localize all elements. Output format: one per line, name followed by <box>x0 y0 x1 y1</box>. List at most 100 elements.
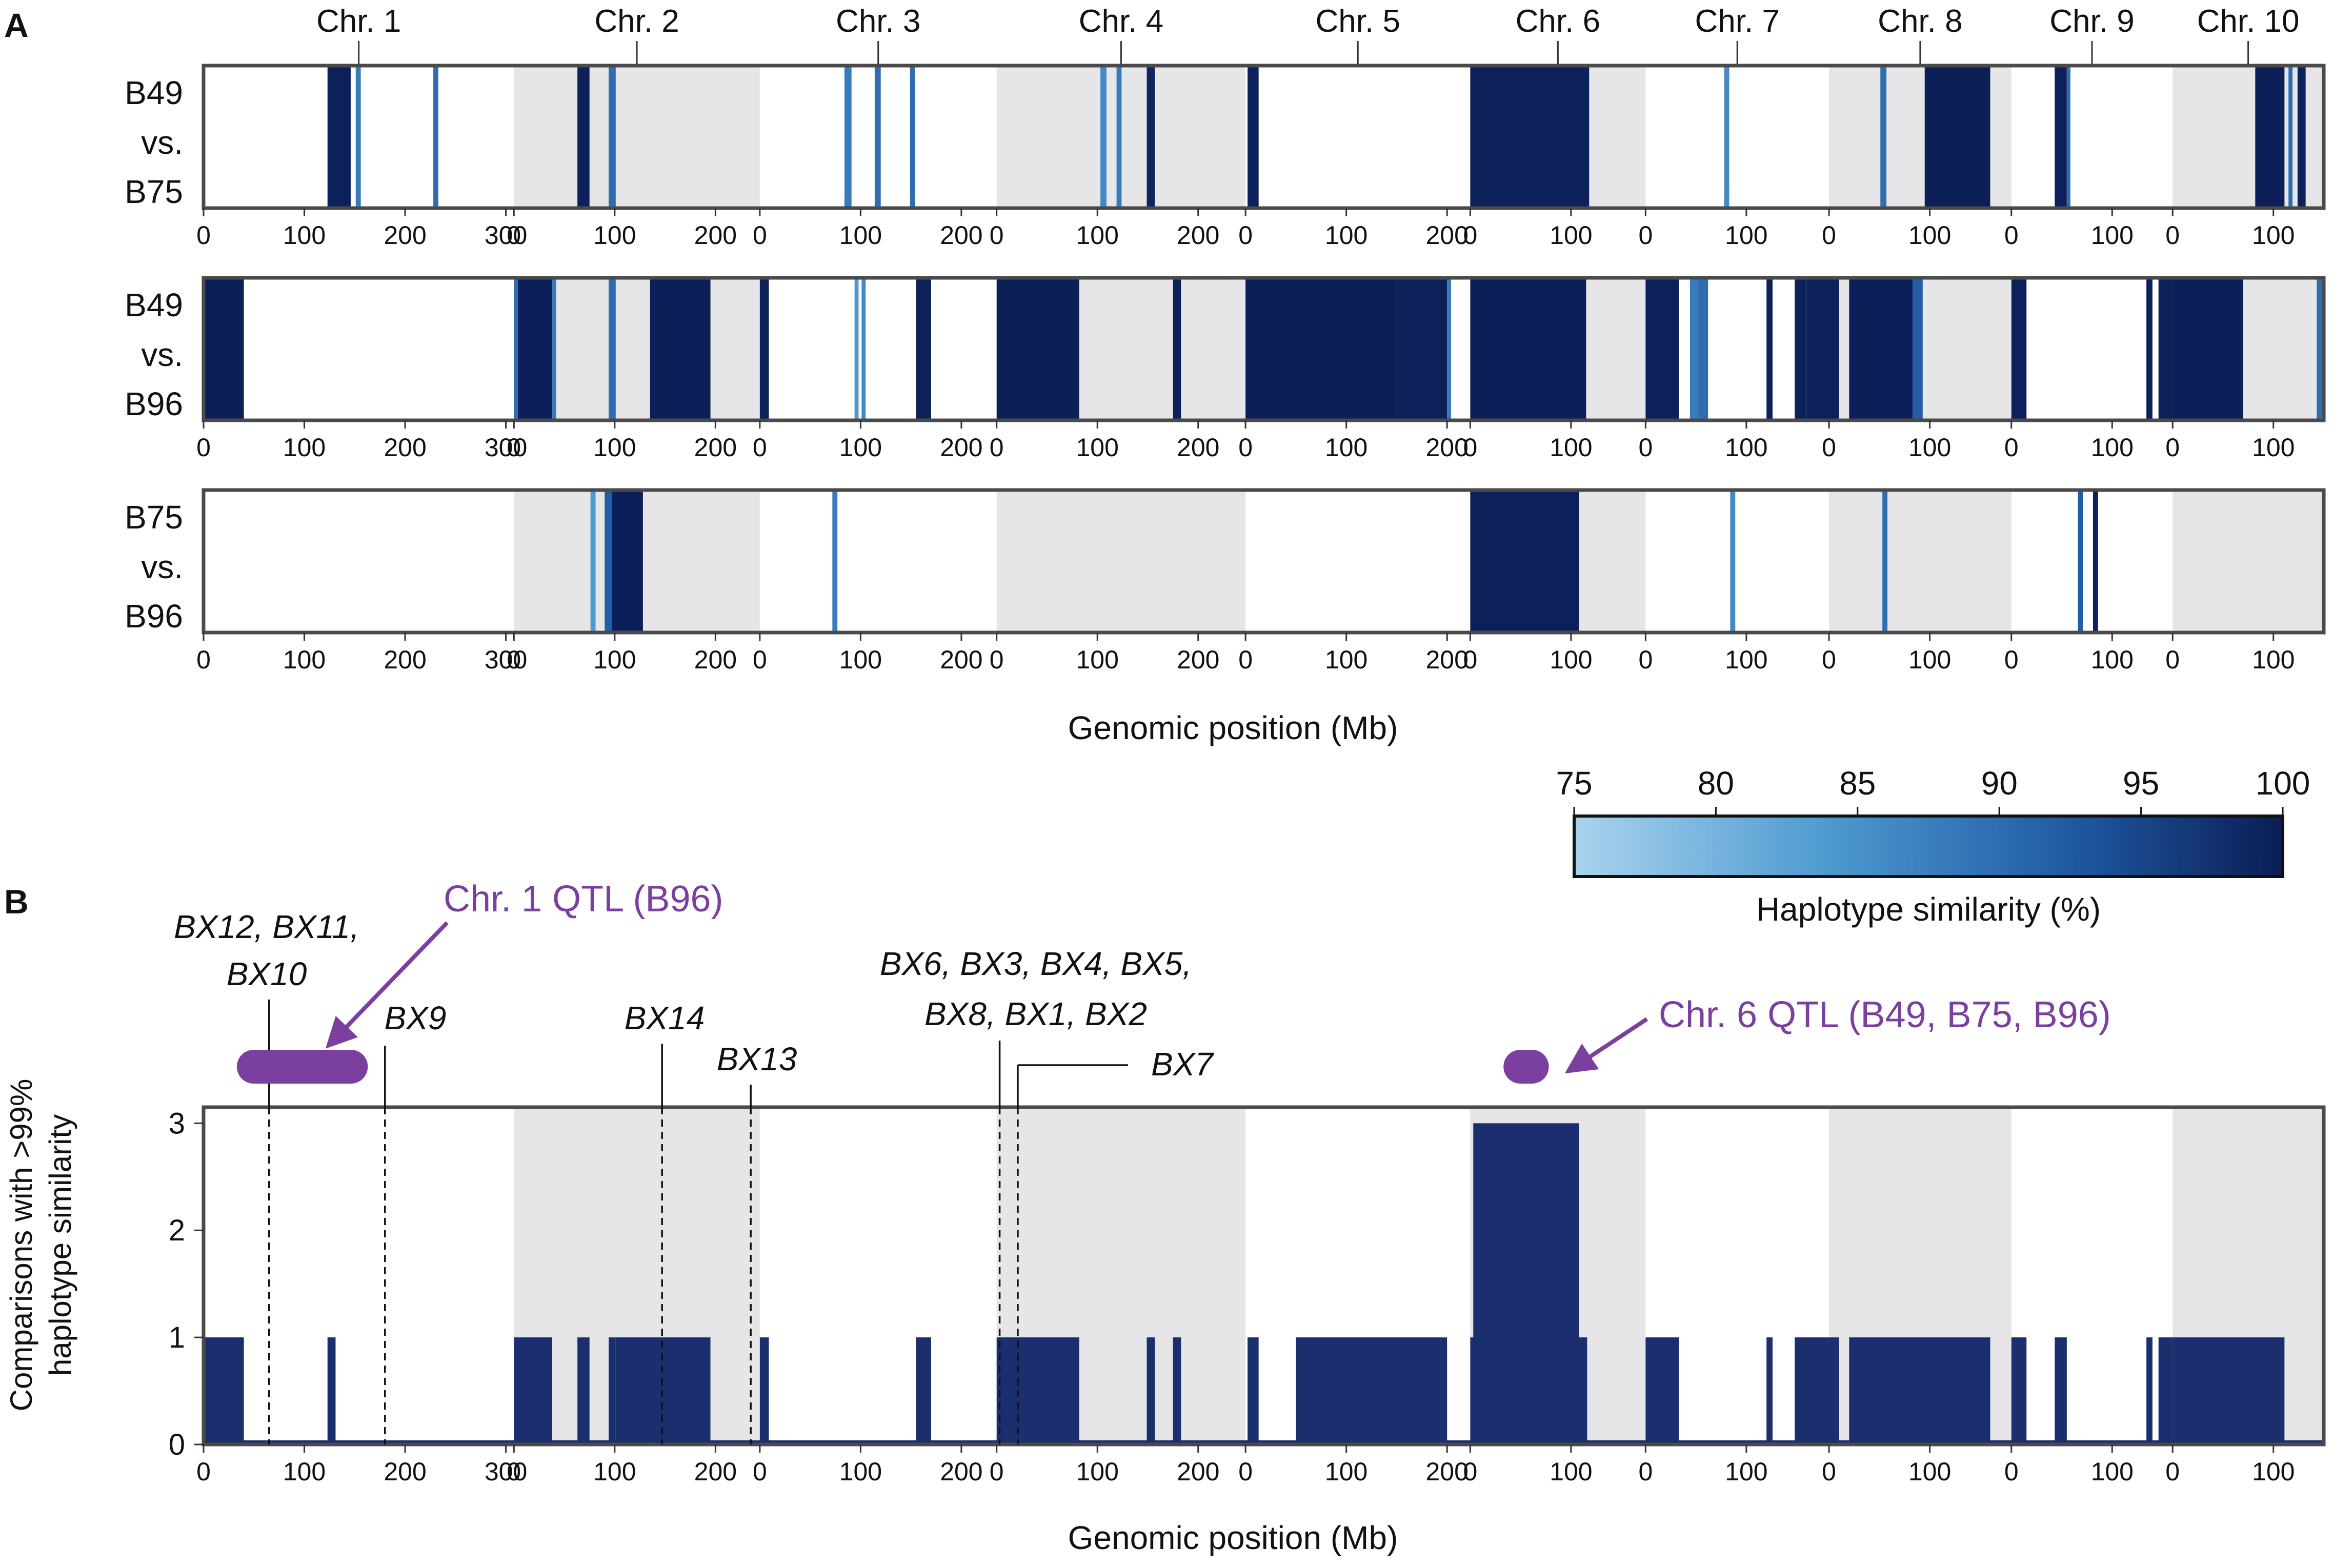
x-tick-label: 100 <box>1325 645 1367 674</box>
x-tick-label: 0 <box>1822 1457 1836 1486</box>
x-tick-label: 0 <box>196 433 211 462</box>
x-tick-label: 200 <box>1425 433 1468 462</box>
shared-segment-area <box>916 1337 931 1444</box>
shared-segment-area <box>2146 1337 2153 1444</box>
x-tick-label: 0 <box>753 221 767 250</box>
qtl-arrow-head <box>325 1015 358 1049</box>
x-tick-label: 0 <box>2165 645 2180 674</box>
chromosome-label: Chr. 5 <box>1316 4 1400 39</box>
plot-frame <box>202 1105 2326 1447</box>
similarity-segment <box>609 66 616 208</box>
similarity-segment <box>2093 490 2098 633</box>
similarity-segment <box>2078 490 2083 633</box>
similarity-segment <box>874 66 881 208</box>
x-tick-label: 200 <box>694 433 737 462</box>
similarity-segment <box>204 278 244 420</box>
qtl-bar <box>1503 1050 1549 1084</box>
row-label: B75 <box>125 173 183 210</box>
x-tick-label: 0 <box>1238 433 1253 462</box>
chromosome-label: Chr. 3 <box>836 4 920 39</box>
colorbar-tick-label: 80 <box>1698 765 1734 802</box>
x-tick-label: 200 <box>1177 645 1219 674</box>
similarity-segment <box>605 490 612 633</box>
x-tick-label: 100 <box>1325 1457 1367 1486</box>
x-tick-label: 100 <box>283 1457 326 1486</box>
x-tick-label: 300 <box>485 221 527 250</box>
x-tick-label: 200 <box>940 221 982 250</box>
x-tick-label: 200 <box>384 1457 426 1486</box>
x-tick-label: 100 <box>1908 433 1951 462</box>
similarity-segment <box>1116 66 1122 208</box>
similarity-segment <box>861 278 866 420</box>
x-tick-label: 0 <box>1463 1457 1477 1486</box>
similarity-segment <box>1690 278 1698 420</box>
gene-label: BX6, BX3, BX4, BX5, <box>880 945 1192 982</box>
shared-segment-area <box>1173 1337 1181 1444</box>
x-tick-label: 100 <box>839 221 882 250</box>
gene-label: BX14 <box>625 1000 705 1036</box>
y-tick-label: 0 <box>169 1428 185 1461</box>
x-tick-label: 0 <box>1463 645 1477 674</box>
x-tick-label: 100 <box>1325 433 1367 462</box>
gene-annotation: BX9 <box>384 1000 447 1444</box>
similarity-segment <box>1248 66 1259 208</box>
x-tick-label: 0 <box>2004 433 2019 462</box>
x-tick-label: 100 <box>2091 645 2134 674</box>
x-tick-label: 100 <box>593 1457 636 1486</box>
shared-segment-area <box>615 1337 650 1444</box>
colorbar-gradient <box>1573 814 2284 878</box>
similarity-segment <box>2255 66 2285 208</box>
shared-segment-area <box>996 1337 1079 1444</box>
x-tick-label: 100 <box>283 433 326 462</box>
x-tick-label: 100 <box>1076 1457 1119 1486</box>
x-tick-label: 0 <box>2165 433 2180 462</box>
similarity-segment <box>1645 278 1679 420</box>
shared-haplotype-area-chart: 0 1 2 3 Comparisons with >99% haplotype simil… <box>4 879 2326 1556</box>
qtl-annotation: Chr. 1 QTL (B96) <box>236 879 723 1084</box>
shared-segment-area <box>2173 1337 2285 1444</box>
row-label: vs. <box>141 548 183 585</box>
x-tick-label: 0 <box>507 645 521 674</box>
x-tick-label: 0 <box>196 1457 211 1486</box>
panel-a-label: A <box>4 6 29 44</box>
x-tick-label: 0 <box>753 433 767 462</box>
similarity-segment <box>2297 66 2306 208</box>
gene-annotation: BX12, BX11, BX10 <box>174 908 359 1444</box>
similarity-segment <box>2288 66 2293 208</box>
gene-label: BX9 <box>385 1000 447 1036</box>
similarity-segment <box>552 278 556 420</box>
shared-segment-area <box>609 1337 616 1444</box>
similarity-segment <box>844 66 852 208</box>
x-tick-label: 0 <box>990 221 1004 250</box>
x-axis-title: Genomic position (Mb) <box>1068 1519 1398 1556</box>
similarity-segment <box>2173 278 2243 420</box>
similarity-segment <box>1795 278 1807 420</box>
x-tick-label: 100 <box>1550 221 1592 250</box>
similarity-segment <box>1100 66 1107 208</box>
x-tick-label: 0 <box>507 433 521 462</box>
chromosome-label: Chr. 9 <box>2049 4 2134 39</box>
x-tick-label: 0 <box>1638 645 1653 674</box>
x-tick-label: 0 <box>1822 645 1836 674</box>
qtl-bar <box>236 1050 368 1084</box>
shared-segment-area <box>327 1337 336 1444</box>
similarity-segment <box>1730 490 1736 633</box>
x-tick-label: 100 <box>1908 221 1951 250</box>
similarity-segment <box>1880 66 1887 208</box>
similarity-segment <box>2055 66 2067 208</box>
chromosome-label: Chr. 4 <box>1079 4 1163 39</box>
x-tick-label: 300 <box>485 1457 527 1486</box>
y-axis-title: haplotype similarity <box>43 1114 77 1376</box>
similarity-segment <box>996 278 1079 420</box>
chromosome-shading <box>1829 490 2012 633</box>
similarity-segment <box>609 278 616 420</box>
similarity-segment <box>1470 278 1586 420</box>
gene-annotation: BX13 <box>717 1041 797 1444</box>
x-tick-label: 0 <box>507 1457 521 1486</box>
x-tick-label: 0 <box>196 221 211 250</box>
gene-label: BX13 <box>717 1041 797 1077</box>
shared-segment-area <box>1470 1337 1476 1444</box>
shared-segment-area <box>2011 1337 2027 1444</box>
x-tick-label: 100 <box>2252 1457 2295 1486</box>
